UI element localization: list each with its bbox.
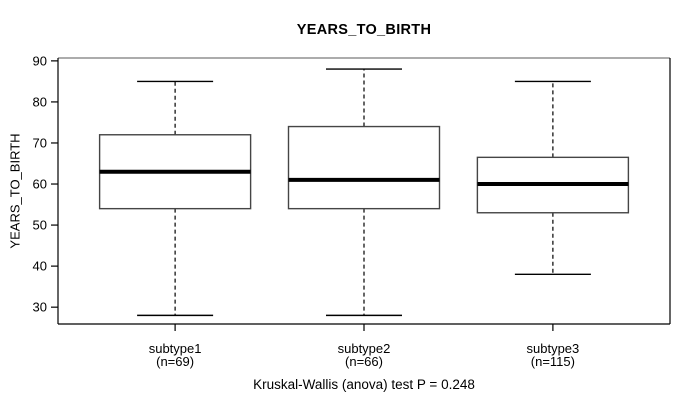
- y-tick-label: 60: [33, 177, 47, 192]
- chart-title: YEARS_TO_BIRTH: [296, 22, 432, 38]
- iqr-box: [287, 125, 441, 210]
- group-sublabel: (n=115): [531, 354, 575, 369]
- statistical-test-annotation: Kruskal-Wallis (anova) test P = 0.248: [253, 377, 475, 392]
- y-tick-label: 90: [33, 53, 47, 68]
- group-label: subtype1: [149, 341, 202, 356]
- y-tick-label: 80: [33, 94, 47, 109]
- y-tick-label: 50: [33, 218, 47, 233]
- group-sublabel: (n=66): [345, 354, 383, 369]
- y-tick-label: 40: [33, 259, 47, 274]
- y-tick-label: 70: [33, 135, 47, 150]
- group-label: subtype3: [527, 341, 580, 356]
- group-sublabel: (n=69): [156, 354, 194, 369]
- y-tick-label: 30: [33, 300, 47, 315]
- group-label: subtype2: [338, 341, 391, 356]
